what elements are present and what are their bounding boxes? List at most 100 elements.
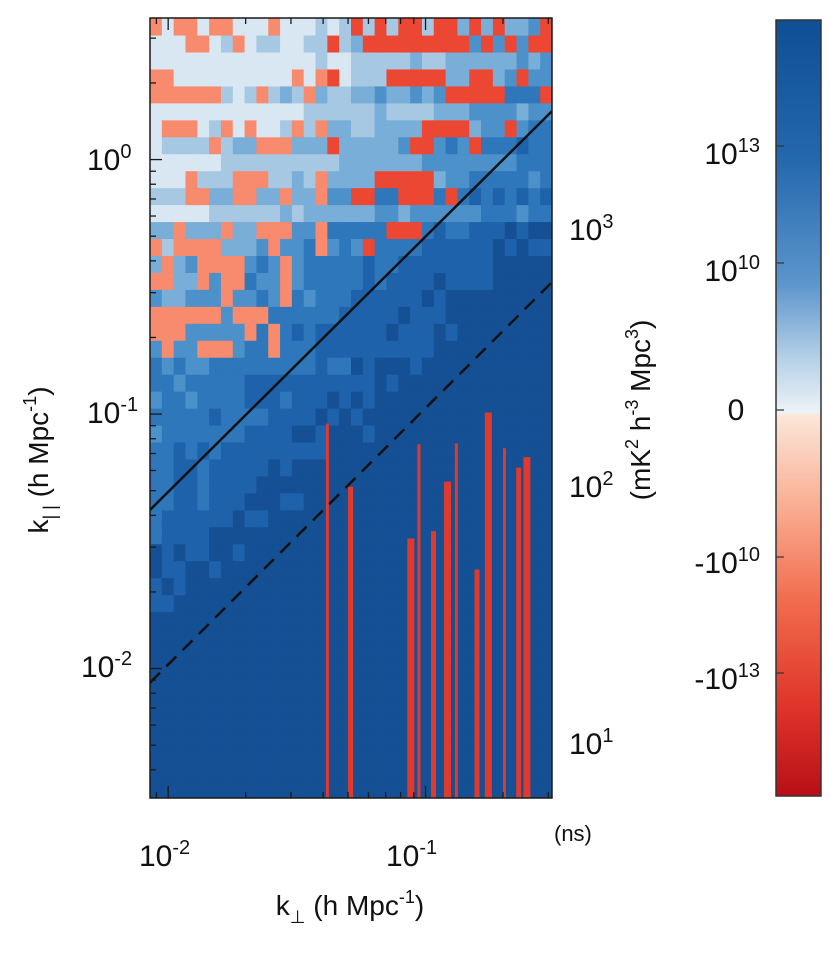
heatmap-cell: [197, 323, 210, 341]
heatmap-cell: [374, 526, 388, 545]
heatmap-cell: [327, 560, 340, 579]
heatmap-cell: [457, 747, 470, 765]
heatmap-cell: [351, 153, 364, 172]
heatmap-cell: [315, 255, 328, 273]
heatmap-cell: [280, 85, 293, 104]
heatmap-cell: [516, 289, 529, 307]
heatmap-cell: [197, 645, 210, 663]
heatmap-cell: [280, 594, 293, 613]
heatmap-cell: [280, 441, 293, 460]
heatmap-stripe: [444, 481, 452, 798]
heatmap-cell: [256, 560, 269, 579]
heatmap-cell: [280, 458, 293, 477]
heatmap-cell: [374, 51, 388, 70]
heatmap-cell: [197, 102, 210, 121]
heatmap-cell: [457, 730, 470, 748]
heatmap-cell: [457, 662, 470, 680]
heatmap-cell: [457, 679, 470, 697]
heatmap-cell: [421, 458, 435, 477]
heatmap-cell: [209, 255, 222, 273]
heatmap-cell: [374, 475, 388, 494]
heatmap-cell: [457, 221, 470, 240]
heatmap-cell: [386, 18, 399, 36]
heatmap-cell: [280, 119, 293, 138]
heatmap-cell: [457, 492, 470, 511]
heatmap-cell: [362, 594, 376, 613]
heatmap-cell: [256, 747, 269, 765]
heatmap-cell: [303, 730, 317, 748]
heatmap-cell: [504, 662, 518, 680]
heatmap-cell: [386, 611, 399, 630]
heatmap-cell: [327, 68, 340, 87]
heatmap-cell: [469, 85, 482, 104]
heatmap-cell: [327, 255, 340, 273]
heatmap-cell: [220, 408, 234, 426]
heatmap-cell: [315, 696, 328, 714]
heatmap-cell: [469, 51, 482, 70]
heatmap-cell: [433, 747, 447, 765]
heatmap-cell: [469, 204, 482, 223]
heatmap-cell: [150, 526, 163, 545]
heatmap-cell: [457, 577, 470, 596]
heatmap-cell: [398, 306, 411, 324]
heatmap-cell: [421, 340, 435, 358]
heatmap-cell: [528, 187, 541, 206]
heatmap-cell: [339, 153, 352, 172]
heatmap-cell: [209, 153, 222, 172]
heatmap-cell: [150, 18, 163, 36]
heatmap-cell: [291, 323, 305, 341]
heatmap-cell: [504, 85, 518, 104]
heatmap-cell: [327, 408, 340, 426]
heatmap-cell: [410, 51, 423, 70]
heatmap-cell: [386, 272, 399, 290]
heatmap-cell: [374, 509, 388, 528]
heatmap-cell: [244, 170, 258, 189]
heatmap-cell: [173, 747, 187, 765]
heatmap-cell: [481, 85, 494, 104]
heatmap-cell: [185, 594, 198, 613]
heatmap-cell: [339, 18, 352, 36]
heatmap-cell: [209, 662, 222, 680]
y-tick-label: 10-1: [87, 394, 138, 430]
heatmap-cell: [421, 509, 435, 528]
heatmap-cell: [327, 475, 340, 494]
heatmap-cell: [232, 119, 246, 138]
heatmap-cell: [315, 187, 328, 206]
heatmap-cell: [256, 594, 269, 613]
heatmap-cell: [173, 51, 187, 70]
heatmap-cell: [492, 204, 506, 223]
heatmap-cell: [540, 475, 552, 494]
heatmap-cell: [161, 560, 175, 579]
heatmap-cell: [386, 391, 399, 409]
heatmap-cell: [244, 255, 258, 273]
heatmap-cell: [315, 272, 328, 290]
heatmap-cell: [457, 560, 470, 579]
heatmap-cell: [209, 475, 222, 494]
heatmap-cell: [303, 374, 317, 392]
heatmap-cell: [469, 238, 482, 256]
heatmap-cell: [374, 238, 388, 256]
heatmap-cell: [185, 289, 198, 307]
heatmap-cell: [410, 458, 423, 477]
heatmap-cell: [291, 204, 305, 223]
heatmap-cell: [433, 170, 447, 189]
plot-frame: [149, 17, 553, 799]
heatmap-cell: [327, 85, 340, 104]
heatmap-cell: [291, 764, 305, 782]
heatmap-cell: [492, 68, 506, 87]
heatmap-cell: [315, 764, 328, 782]
heatmap-cell: [268, 374, 281, 392]
heatmap-cell: [386, 560, 399, 579]
heatmap-cell: [351, 408, 364, 426]
heatmap-cell: [528, 136, 541, 155]
heatmap-cell: [374, 68, 388, 87]
heatmap-cell: [327, 747, 340, 765]
heatmap-cell: [303, 272, 317, 290]
heatmap-cell: [315, 628, 328, 646]
heatmap-cell: [315, 306, 328, 324]
heatmap-cell: [504, 306, 518, 324]
heatmap-cell: [457, 475, 470, 494]
heatmap-cell: [374, 391, 388, 409]
heatmap-cell: [315, 340, 328, 358]
heatmap-cell: [185, 781, 198, 798]
